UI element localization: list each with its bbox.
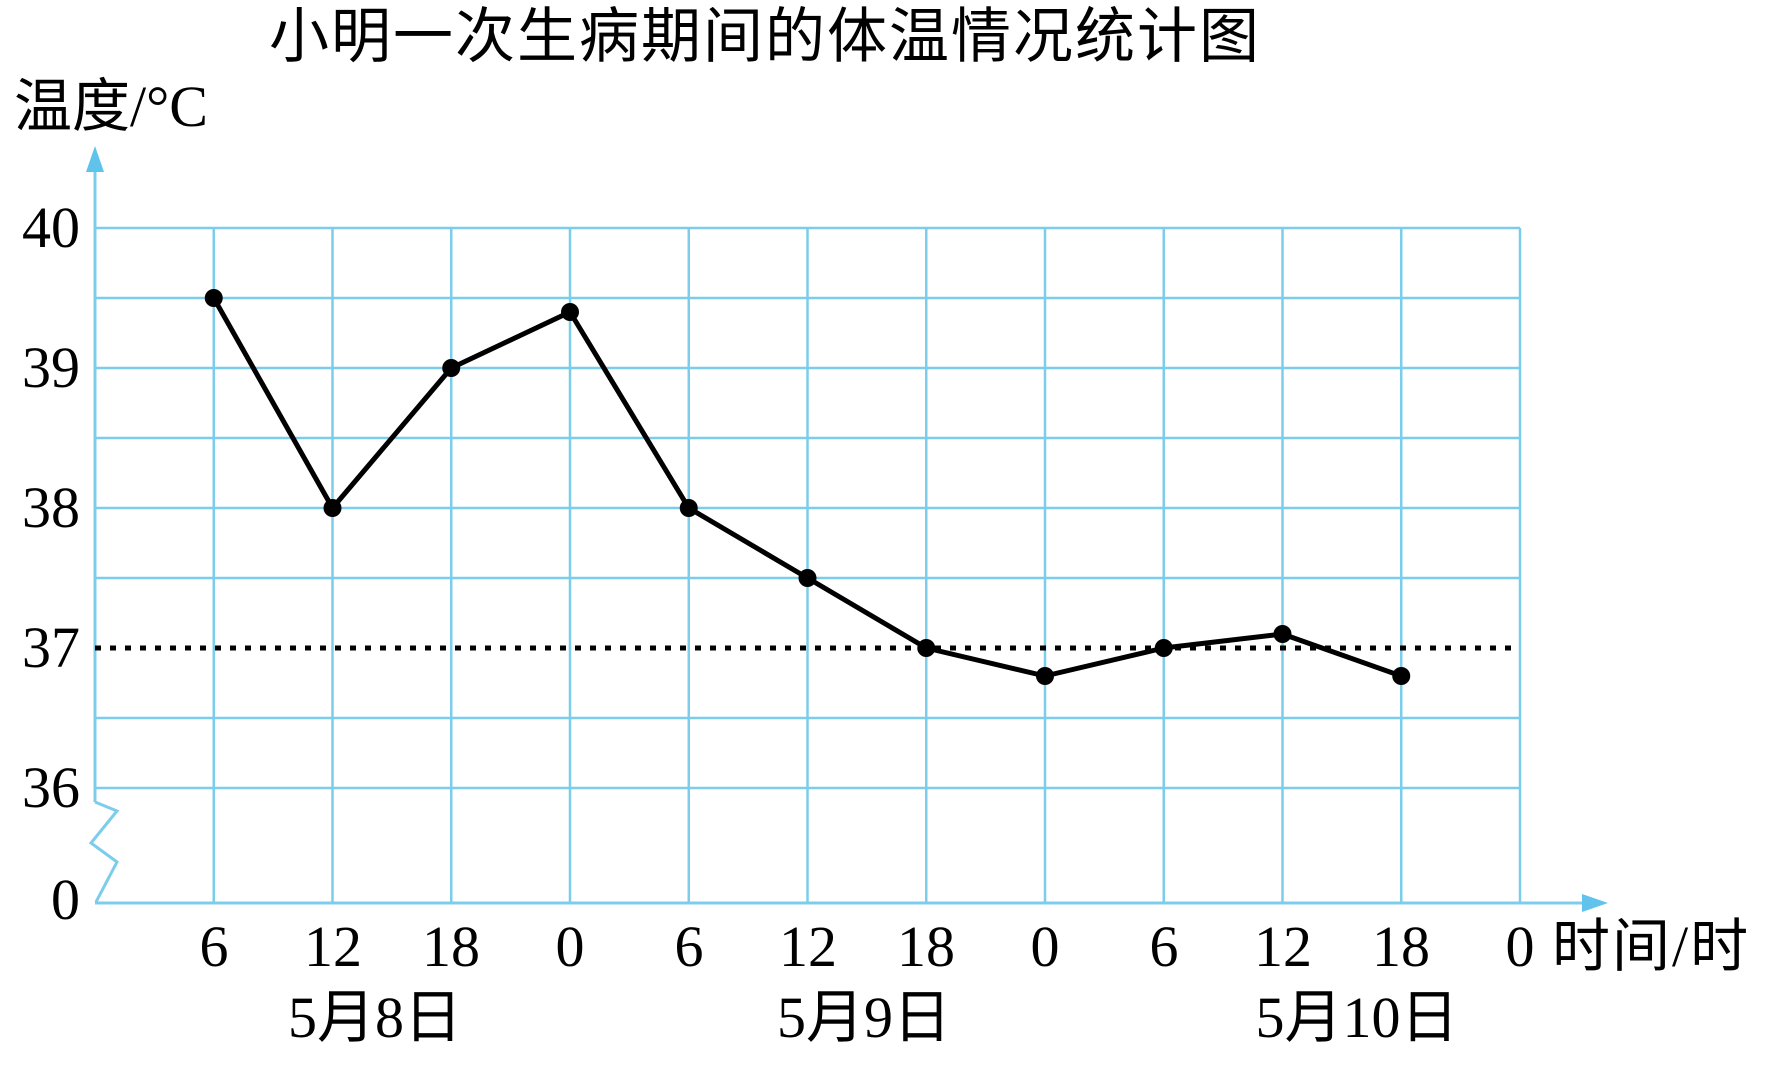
- x-tick-9: 6: [1149, 914, 1179, 979]
- y-tick-36: 36: [22, 755, 80, 820]
- y-tick-38: 38: [22, 475, 80, 540]
- y-axis-title: 温度/°C: [14, 74, 208, 139]
- x-tick-10: 12: [1254, 914, 1312, 979]
- x-tick-3: 18: [422, 914, 480, 979]
- y-tick-37: 37: [22, 615, 80, 680]
- y-axis-break-icon: [88, 800, 120, 903]
- x-tick-11: 18: [1372, 914, 1430, 979]
- x-tick-8: 0: [1030, 914, 1060, 979]
- x-axis-title: 时间/时: [1552, 914, 1751, 979]
- y-tick-39: 39: [22, 335, 80, 400]
- date-label-may8: 5月8日: [287, 985, 462, 1050]
- axes: [86, 146, 1608, 912]
- grid-lines: [95, 226, 1522, 903]
- x-tick-4: 0: [555, 914, 585, 979]
- x-tick-1: 6: [199, 914, 229, 979]
- date-label-may9: 5月9日: [776, 985, 951, 1050]
- x-tick-5: 6: [674, 914, 704, 979]
- x-tick-12: 0: [1505, 914, 1535, 979]
- date-label-may10: 5月10日: [1255, 985, 1459, 1050]
- y-tick-0: 0: [51, 867, 80, 932]
- y-tick-40: 40: [22, 195, 80, 260]
- x-tick-7: 18: [897, 914, 955, 979]
- x-tick-6: 12: [779, 914, 837, 979]
- x-tick-2: 12: [304, 914, 362, 979]
- temperature-series: [204, 289, 1411, 685]
- chart-title: 小明一次生病期间的体温情况统计图: [269, 4, 1261, 70]
